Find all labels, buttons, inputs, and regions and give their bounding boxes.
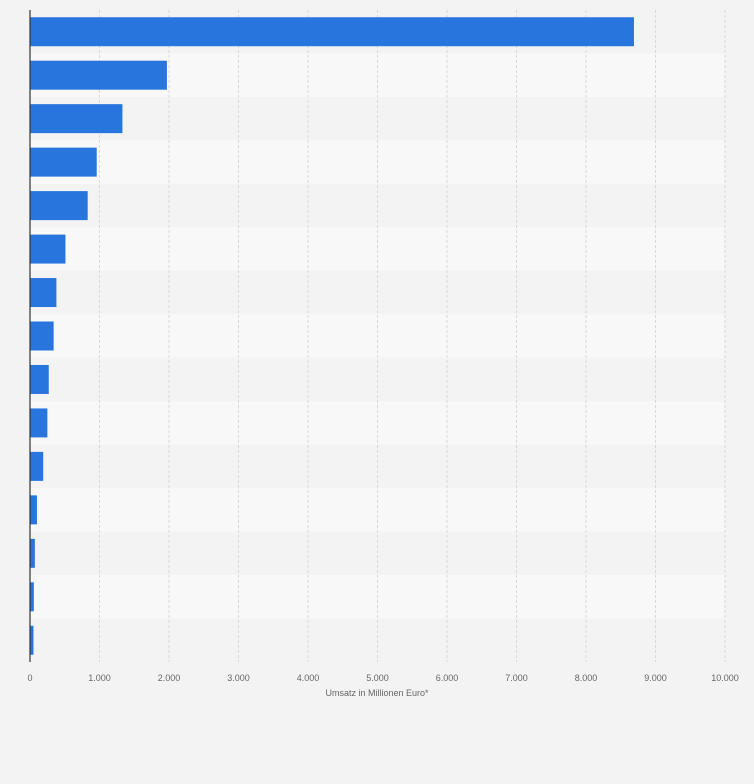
bar	[30, 191, 88, 221]
x-axis-label: Umsatz in Millionen Euro*	[325, 688, 429, 698]
bar	[30, 625, 34, 655]
x-tick-label: 3.000	[227, 673, 250, 683]
bar	[30, 17, 634, 47]
x-tick-label: 9.000	[644, 673, 667, 683]
x-tick-label: 10.000	[711, 673, 739, 683]
bar	[30, 451, 44, 481]
bar	[30, 278, 57, 308]
bar	[30, 60, 167, 90]
bar	[30, 495, 37, 525]
x-tick-label: 1.000	[88, 673, 111, 683]
bar	[30, 321, 54, 351]
bar	[30, 582, 34, 612]
row-band	[30, 357, 725, 402]
row-band	[30, 96, 725, 141]
x-tick-label: 0	[27, 673, 32, 683]
bar	[30, 408, 48, 438]
x-tick-label: 4.000	[297, 673, 320, 683]
row-band	[30, 531, 725, 576]
x-gridlines	[99, 10, 726, 662]
bar	[30, 234, 66, 264]
bar	[30, 538, 35, 568]
bars	[30, 17, 634, 655]
x-tick-label: 2.000	[158, 673, 181, 683]
bar	[30, 364, 49, 394]
x-tick-label: 5.000	[366, 673, 389, 683]
bar	[30, 147, 97, 177]
bar	[30, 104, 123, 134]
x-tick-label: 6.000	[436, 673, 459, 683]
x-tick-label: 8.000	[575, 673, 598, 683]
row-band	[30, 227, 725, 271]
x-tick-label: 7.000	[505, 673, 528, 683]
x-tick-labels: 0 1.000 2.000 3.000 4.000 5.000 6.000 7.000 8.00…	[27, 673, 738, 683]
